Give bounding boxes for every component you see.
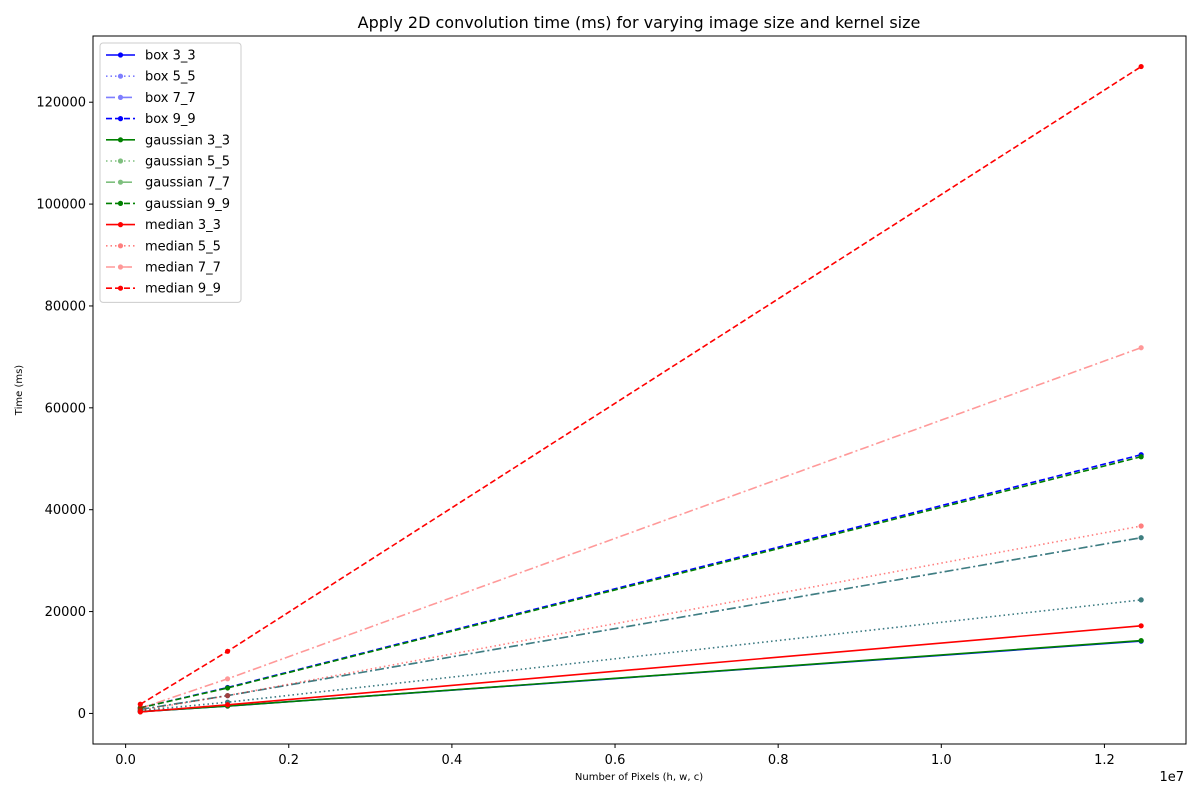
x-axis-label: Number of Pixels (h, w, c) (575, 772, 703, 783)
legend-item: median 5_5 (106, 239, 221, 254)
legend-item: box 3_3 (106, 49, 196, 64)
x-tick-label: 0.4 (442, 753, 463, 768)
legend-label: median 9_9 (145, 282, 221, 297)
legend-label: box 5_5 (145, 70, 196, 85)
chart-title: Apply 2D convolution time (ms) for varyi… (358, 13, 921, 32)
legend-label: median 5_5 (145, 239, 221, 254)
x-tick-label: 1.2 (1094, 753, 1115, 768)
y-tick-label: 100000 (36, 198, 86, 213)
legend-item: gaussian 3_3 (106, 133, 230, 148)
legend-swatch (106, 116, 135, 122)
legend-swatch (106, 264, 135, 270)
x-tick-label: 1.0 (931, 753, 952, 768)
x-tick-label: 0.2 (278, 753, 299, 768)
legend-marker (117, 243, 124, 249)
x-axis-ticks: 0.0 0.2 0.4 0.6 0.8 1.0 1.2 (115, 744, 1115, 768)
data-point (1138, 345, 1144, 351)
legend-marker (117, 73, 124, 79)
y-tick-label: 0 (78, 707, 86, 722)
legend-item: box 7_7 (106, 91, 196, 106)
legend-label: gaussian 9_9 (145, 197, 230, 212)
series-median-9-9 (137, 63, 1144, 707)
legend-swatch (106, 52, 135, 58)
legend-swatch (106, 243, 135, 249)
legend-label: box 3_3 (145, 49, 196, 64)
legend-swatch (106, 200, 135, 206)
legend-marker (117, 137, 124, 143)
legend-swatch (106, 137, 135, 143)
x-tick-label: 0.8 (768, 753, 789, 768)
legend-item: gaussian 9_9 (106, 197, 230, 212)
data-point (1138, 535, 1144, 541)
legend-label: gaussian 3_3 (145, 133, 230, 148)
series-lines (137, 63, 1144, 715)
plot-frame (92, 35, 1187, 745)
x-tick-label: 0.0 (115, 753, 136, 768)
legend-swatch (106, 222, 135, 228)
axes (92, 35, 1187, 745)
legend-item: median 7_7 (106, 261, 221, 276)
legend-marker (117, 264, 124, 270)
series-line-gaussian-9-9 (140, 455, 1142, 709)
legend-marker (117, 222, 124, 228)
y-tick-label: 40000 (45, 503, 86, 518)
y-tick-label: 80000 (45, 299, 86, 314)
data-point (224, 702, 231, 708)
legend-label: box 9_9 (145, 112, 196, 127)
legend-marker (117, 179, 124, 185)
series-line-median-5-5 (140, 525, 1142, 712)
legend-swatch (106, 285, 135, 291)
y-tick-label: 120000 (36, 96, 86, 111)
legend-marker (117, 285, 124, 291)
series-median-7-7 (137, 345, 1144, 711)
legend-label: median 3_3 (145, 218, 221, 233)
x-axis-offset-label: 1e7 (1159, 770, 1184, 785)
legend-item: median 9_9 (106, 282, 221, 297)
data-point (137, 705, 143, 711)
plot-area (93, 36, 1186, 744)
legend-swatch (106, 94, 135, 100)
series-line-median-7-7 (140, 346, 1142, 710)
legend-marker (117, 52, 124, 58)
legend-swatch (106, 158, 135, 164)
legend-item: box 5_5 (106, 70, 196, 85)
legend-label: gaussian 7_7 (145, 176, 230, 191)
legend-marker (117, 94, 124, 100)
legend-item: box 9_9 (106, 112, 196, 127)
data-point (1138, 623, 1144, 629)
legend-label: gaussian 5_5 (145, 155, 230, 170)
data-point (1138, 63, 1144, 70)
data-point (137, 701, 143, 707)
data-point (1138, 638, 1144, 644)
y-tick-label: 60000 (45, 401, 86, 416)
y-tick-label: 20000 (45, 605, 86, 620)
legend-item: median 3_3 (106, 218, 221, 233)
series-median-5-5 (137, 523, 1144, 713)
legend-label: box 7_7 (145, 91, 196, 106)
legend-marker (117, 158, 124, 164)
data-point (1138, 454, 1144, 460)
legend-frame (99, 42, 242, 303)
legend-marker (117, 200, 124, 206)
data-point (224, 685, 231, 691)
data-point (1138, 597, 1144, 603)
legend-swatch (106, 179, 135, 185)
legend-item: gaussian 7_7 (106, 176, 230, 191)
legend-label: median 7_7 (145, 261, 221, 276)
y-axis-ticks: 0 20000 40000 60000 80000 100000 120000 (36, 96, 93, 722)
legend-swatch (106, 73, 135, 79)
data-point (137, 707, 143, 713)
legend-item: gaussian 5_5 (106, 155, 230, 170)
y-axis-label: Time (ms) (14, 365, 25, 417)
data-point (1138, 523, 1144, 529)
legend-marker (117, 116, 124, 122)
data-point (224, 693, 231, 699)
data-point (224, 648, 231, 654)
x-tick-label: 0.6 (605, 753, 626, 768)
data-point (224, 676, 231, 682)
